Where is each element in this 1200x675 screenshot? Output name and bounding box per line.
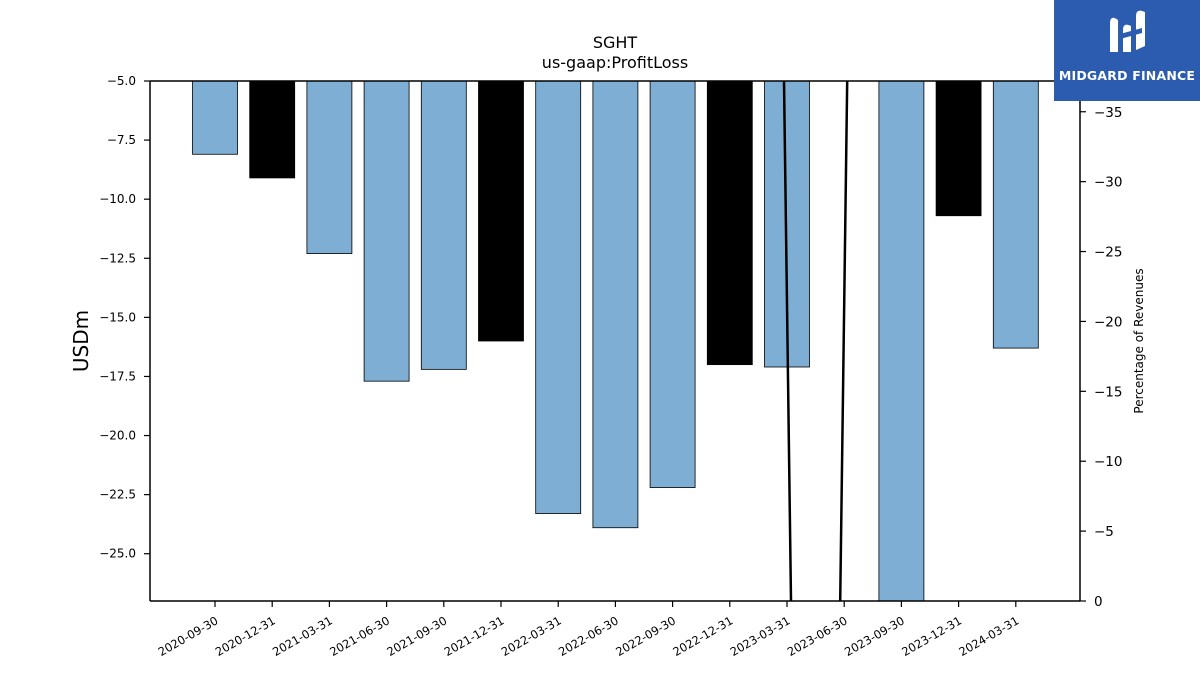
bar-2021-12-31 [478,81,524,342]
x-tick-label: 2023-06-30 [785,613,850,659]
x-tick-label: 2022-12-31 [670,613,735,659]
y2-tick-label: −25 [1094,245,1123,261]
bar-2021-03-31 [306,81,353,254]
bar-2022-03-31 [535,81,582,514]
y-tick-label: −5.0 [107,74,136,88]
bar-2022-09-30 [649,81,696,488]
bar-2022-12-31 [706,81,753,366]
bar-2021-06-30 [363,81,410,382]
percent-line-segment-up [838,81,849,601]
y-tick-label: −22.5 [99,488,136,502]
x-tick-label: 2020-12-31 [213,613,278,659]
chart-subtitle: us-gaap:ProfitLoss [542,53,688,72]
x-tick-label: 2022-06-30 [556,613,621,659]
percent-line-segment-down [782,81,793,601]
y-tick-label: −25.0 [99,547,136,561]
x-tick-label: 2021-06-30 [327,613,392,659]
y2-tick-label: −30 [1094,175,1123,191]
x-tick-label: 2022-09-30 [613,613,678,659]
y-tick-label: −10.0 [99,192,136,206]
y2-tick-label: −10 [1094,454,1123,470]
bar-2024-03-31 [992,81,1039,349]
bar-2020-12-31 [249,81,296,179]
y2-tick-label: −20 [1094,314,1123,330]
bar-2023-09-30 [878,81,925,601]
x-tick-label: 2023-09-30 [842,613,907,659]
y-tick-label: −17.5 [99,369,136,383]
x-tick-label: 2021-09-30 [384,613,449,659]
x-tick-label: 2020-09-30 [156,613,221,659]
brand-logo: MIDGARD FINANCE [1054,0,1200,101]
bar-2021-09-30 [420,81,467,370]
y-tick-label: −15.0 [99,310,136,324]
y2-tick-label: 0 [1094,594,1103,610]
y-tick-label: −12.5 [99,251,136,265]
x-tick-label: 2023-03-31 [728,613,793,659]
x-tick-label: 2021-03-31 [270,613,335,659]
y2-tick-label: −15 [1094,384,1123,400]
x-tick-label: 2023-12-31 [899,613,964,659]
y-tick-label: −7.5 [107,133,136,147]
x-tick-label: 2021-12-31 [442,613,507,659]
chart-title: SGHT [593,33,638,52]
bar-2022-06-30 [592,81,639,529]
axes-layer [144,80,1086,607]
y2-axis-label: Percentage of Revenues [1132,268,1146,413]
x-tick-label: 2024-03-31 [956,613,1021,659]
bars-layer [192,81,1039,601]
brand-name: MIDGARD FINANCE [1058,68,1196,83]
percent-line-layer [782,81,849,601]
x-tick-label: 2022-03-31 [499,613,564,659]
bar-2023-12-31 [935,81,982,217]
y2-tick-label: −5 [1094,524,1114,540]
midgard-logo-icon [1110,10,1145,52]
bar-2020-09-30 [192,81,238,155]
y-axis-label: USDm [69,310,93,372]
y-tick-label: −20.0 [99,429,136,443]
y2-tick-label: −35 [1094,105,1123,121]
